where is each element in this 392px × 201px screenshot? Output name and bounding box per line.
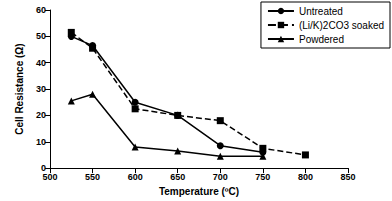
svg-text:20: 20 (36, 110, 46, 120)
svg-text:500: 500 (42, 172, 57, 182)
svg-text:800: 800 (298, 172, 313, 182)
svg-text:Powdered: Powdered (299, 34, 344, 45)
svg-text:60: 60 (36, 5, 46, 15)
svg-text:650: 650 (170, 172, 185, 182)
svg-text:550: 550 (85, 172, 100, 182)
svg-text:(Li/K)2CO3 soaked: (Li/K)2CO3 soaked (299, 20, 384, 31)
svg-text:750: 750 (255, 172, 270, 182)
svg-text:850: 850 (340, 172, 355, 182)
svg-text:40: 40 (36, 58, 46, 68)
svg-text:Cell Resistance (Ω): Cell Resistance (Ω) (14, 43, 25, 134)
svg-text:30: 30 (36, 84, 46, 94)
svg-text:Untreated: Untreated (299, 6, 343, 17)
svg-text:0: 0 (41, 163, 46, 174)
svg-text:10: 10 (36, 137, 46, 147)
svg-text:700: 700 (213, 172, 228, 182)
svg-text:Temperature (ºC): Temperature (ºC) (159, 186, 239, 197)
svg-text:50: 50 (36, 31, 46, 41)
svg-text:600: 600 (128, 172, 143, 182)
